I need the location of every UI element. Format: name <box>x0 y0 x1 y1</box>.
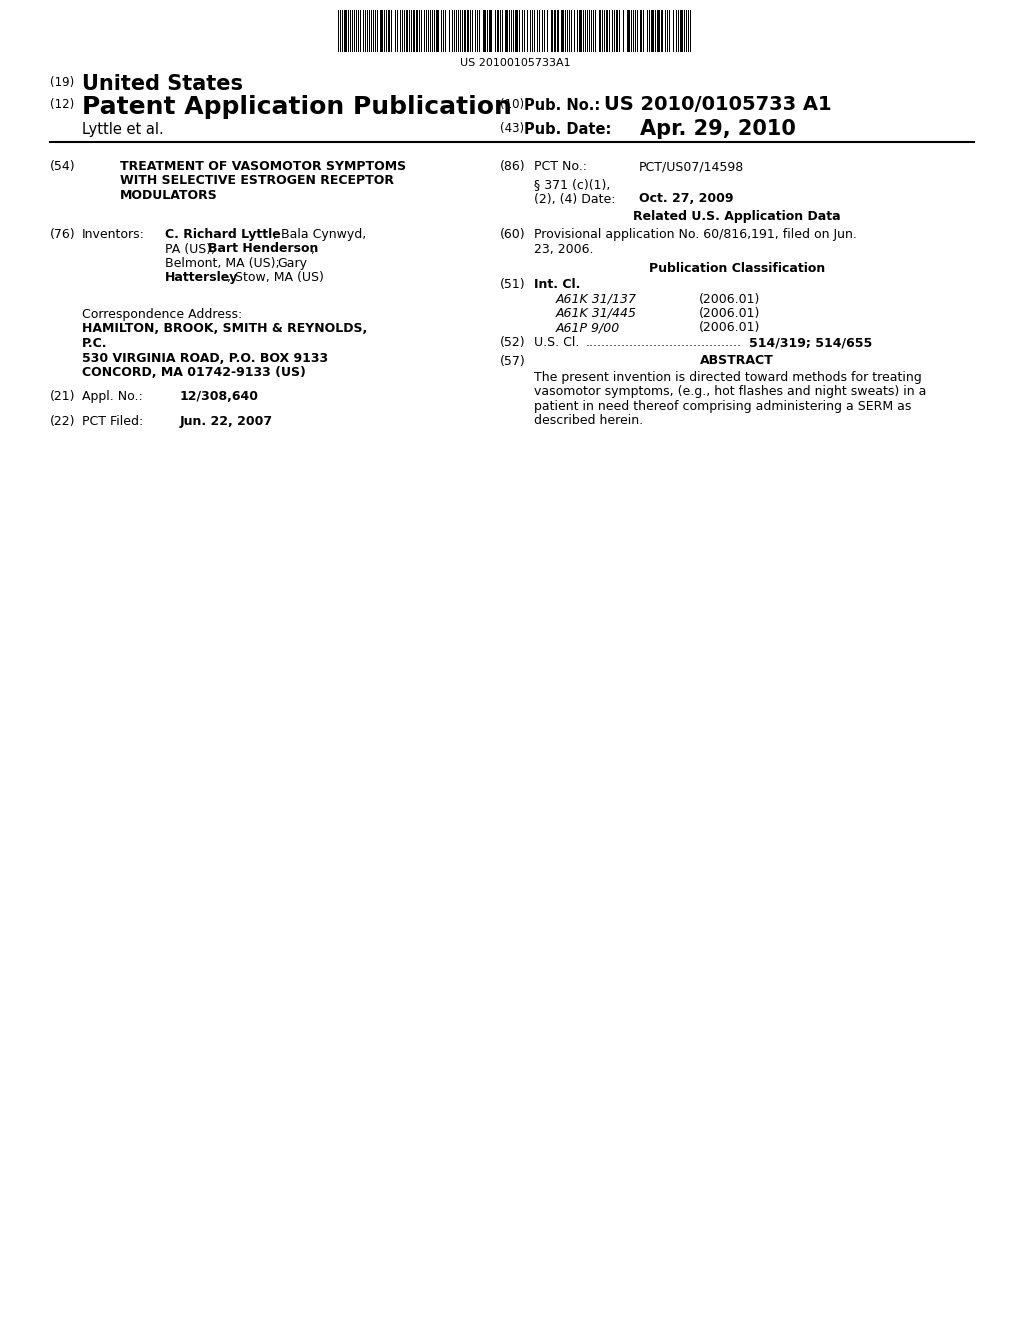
Text: US 20100105733A1: US 20100105733A1 <box>460 58 570 69</box>
Text: Oct. 27, 2009: Oct. 27, 2009 <box>639 193 733 206</box>
Bar <box>606 11 608 51</box>
Bar <box>416 11 418 51</box>
Text: CONCORD, MA 01742-9133 (US): CONCORD, MA 01742-9133 (US) <box>82 366 306 379</box>
Text: TREATMENT OF VASOMOTOR SYMPTOMS: TREATMENT OF VASOMOTOR SYMPTOMS <box>120 160 407 173</box>
Text: (52): (52) <box>500 337 525 348</box>
Text: (19): (19) <box>50 77 75 88</box>
Text: Pub. Date:: Pub. Date: <box>524 121 611 137</box>
Text: 514/319; 514/655: 514/319; 514/655 <box>749 337 872 348</box>
Text: Int. Cl.: Int. Cl. <box>534 279 581 290</box>
Text: (76): (76) <box>50 228 76 242</box>
Text: P.C.: P.C. <box>82 337 108 350</box>
Text: Publication Classification: Publication Classification <box>649 261 825 275</box>
Bar <box>380 11 383 51</box>
Text: (57): (57) <box>500 355 525 367</box>
Bar <box>505 11 508 51</box>
Bar <box>599 11 601 51</box>
Text: (10): (10) <box>500 98 524 111</box>
Text: The present invention is directed toward methods for treating: The present invention is directed toward… <box>534 371 922 384</box>
Bar <box>662 11 663 51</box>
Bar <box>657 11 660 51</box>
Bar <box>436 11 439 51</box>
Text: (2006.01): (2006.01) <box>699 322 761 334</box>
Text: C. Richard Lyttle: C. Richard Lyttle <box>165 228 281 242</box>
Text: 530 VIRGINIA ROAD, P.O. BOX 9133: 530 VIRGINIA ROAD, P.O. BOX 9133 <box>82 351 328 364</box>
Bar <box>557 11 559 51</box>
Text: , Bala Cynwyd,: , Bala Cynwyd, <box>273 228 367 242</box>
Text: Correspondence Address:: Correspondence Address: <box>82 308 243 321</box>
Text: (22): (22) <box>50 414 76 428</box>
Bar <box>551 11 553 51</box>
Text: (12): (12) <box>50 98 75 111</box>
Bar <box>680 11 683 51</box>
Bar <box>467 11 469 51</box>
Bar <box>497 11 499 51</box>
Bar <box>464 11 466 51</box>
Text: (60): (60) <box>500 228 525 242</box>
Bar <box>515 11 518 51</box>
Text: A61K 31/445: A61K 31/445 <box>556 308 637 319</box>
Bar <box>640 11 642 51</box>
Text: Pub. No.:: Pub. No.: <box>524 98 600 114</box>
Bar <box>483 11 486 51</box>
Text: vasomotor symptoms, (e.g., hot flashes and night sweats) in a: vasomotor symptoms, (e.g., hot flashes a… <box>534 385 927 399</box>
Text: (2), (4) Date:: (2), (4) Date: <box>534 193 615 206</box>
Text: Patent Application Publication: Patent Application Publication <box>82 95 512 119</box>
Text: (2006.01): (2006.01) <box>699 293 761 305</box>
Text: § 371 (c)(1),: § 371 (c)(1), <box>534 178 610 191</box>
Text: (51): (51) <box>500 279 525 290</box>
Text: described herein.: described herein. <box>534 414 643 428</box>
Text: Provisional application No. 60/816,191, filed on Jun.: Provisional application No. 60/816,191, … <box>534 228 857 242</box>
Bar <box>489 11 492 51</box>
Text: (86): (86) <box>500 160 525 173</box>
Text: PCT/US07/14598: PCT/US07/14598 <box>639 160 744 173</box>
Bar <box>344 11 347 51</box>
Bar <box>651 11 654 51</box>
Text: Apr. 29, 2010: Apr. 29, 2010 <box>640 119 796 139</box>
Text: ,: , <box>311 243 315 256</box>
Bar <box>388 11 390 51</box>
Text: (54): (54) <box>50 160 76 173</box>
Text: MODULATORS: MODULATORS <box>120 189 218 202</box>
Text: Related U.S. Application Data: Related U.S. Application Data <box>633 210 841 223</box>
Text: ABSTRACT: ABSTRACT <box>700 355 774 367</box>
Text: PA (US);: PA (US); <box>165 243 219 256</box>
Text: (21): (21) <box>50 389 76 403</box>
Text: WITH SELECTIVE ESTROGEN RECEPTOR: WITH SELECTIVE ESTROGEN RECEPTOR <box>120 174 394 187</box>
Text: (2006.01): (2006.01) <box>699 308 761 319</box>
Text: PCT Filed:: PCT Filed: <box>82 414 143 428</box>
Text: Hattersley: Hattersley <box>165 272 239 285</box>
Text: Bart Henderson: Bart Henderson <box>208 243 318 256</box>
Bar <box>627 11 630 51</box>
Text: Belmont, MA (US);: Belmont, MA (US); <box>165 257 284 271</box>
Bar <box>413 11 415 51</box>
Text: Gary: Gary <box>278 257 307 271</box>
Bar <box>579 11 582 51</box>
Text: 23, 2006.: 23, 2006. <box>534 243 594 256</box>
Text: United States: United States <box>82 74 243 94</box>
Bar <box>406 11 408 51</box>
Text: .......................................: ....................................... <box>586 337 742 348</box>
Text: , Stow, MA (US): , Stow, MA (US) <box>227 272 324 285</box>
Text: Lyttle et al.: Lyttle et al. <box>82 121 164 137</box>
Text: Inventors:: Inventors: <box>82 228 144 242</box>
Text: Appl. No.:: Appl. No.: <box>82 389 142 403</box>
Text: HAMILTON, BROOK, SMITH & REYNOLDS,: HAMILTON, BROOK, SMITH & REYNOLDS, <box>82 322 368 335</box>
Bar <box>616 11 618 51</box>
Text: patient in need thereof comprising administering a SERM as: patient in need thereof comprising admin… <box>534 400 911 413</box>
Text: US 2010/0105733 A1: US 2010/0105733 A1 <box>604 95 831 114</box>
Text: (43): (43) <box>500 121 524 135</box>
Text: A61P 9/00: A61P 9/00 <box>556 322 621 334</box>
Text: A61K 31/137: A61K 31/137 <box>556 293 637 305</box>
Text: U.S. Cl.: U.S. Cl. <box>534 337 580 348</box>
Bar <box>561 11 564 51</box>
Text: 12/308,640: 12/308,640 <box>180 389 259 403</box>
Text: PCT No.:: PCT No.: <box>534 160 587 173</box>
Bar <box>554 11 556 51</box>
Text: Jun. 22, 2007: Jun. 22, 2007 <box>180 414 273 428</box>
